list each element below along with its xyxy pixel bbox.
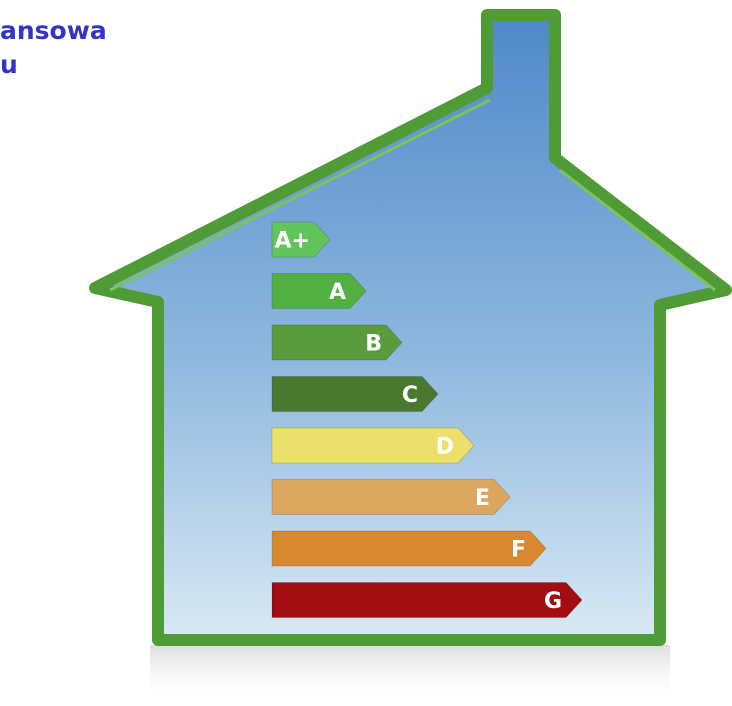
energy-label: A+ xyxy=(275,229,310,254)
energy-arrow xyxy=(272,325,402,360)
energy-arrow xyxy=(272,531,546,566)
energy-label: D xyxy=(436,435,454,460)
heading-line: ansowa xyxy=(0,16,107,45)
energy-arrow xyxy=(272,274,366,309)
house-illustration: A+ A B C D E F G xyxy=(0,0,732,706)
page: A+ A B C D E F G ansowa u xyxy=(0,0,732,706)
energy-label: E xyxy=(475,486,490,511)
heading-line: u xyxy=(0,50,18,79)
energy-label: F xyxy=(511,538,526,563)
energy-label: A xyxy=(329,280,346,305)
energy-label: G xyxy=(544,589,562,614)
reflection xyxy=(150,645,670,705)
energy-label: C xyxy=(402,383,418,408)
energy-label: B xyxy=(365,332,382,357)
energy-arrow xyxy=(272,583,582,618)
